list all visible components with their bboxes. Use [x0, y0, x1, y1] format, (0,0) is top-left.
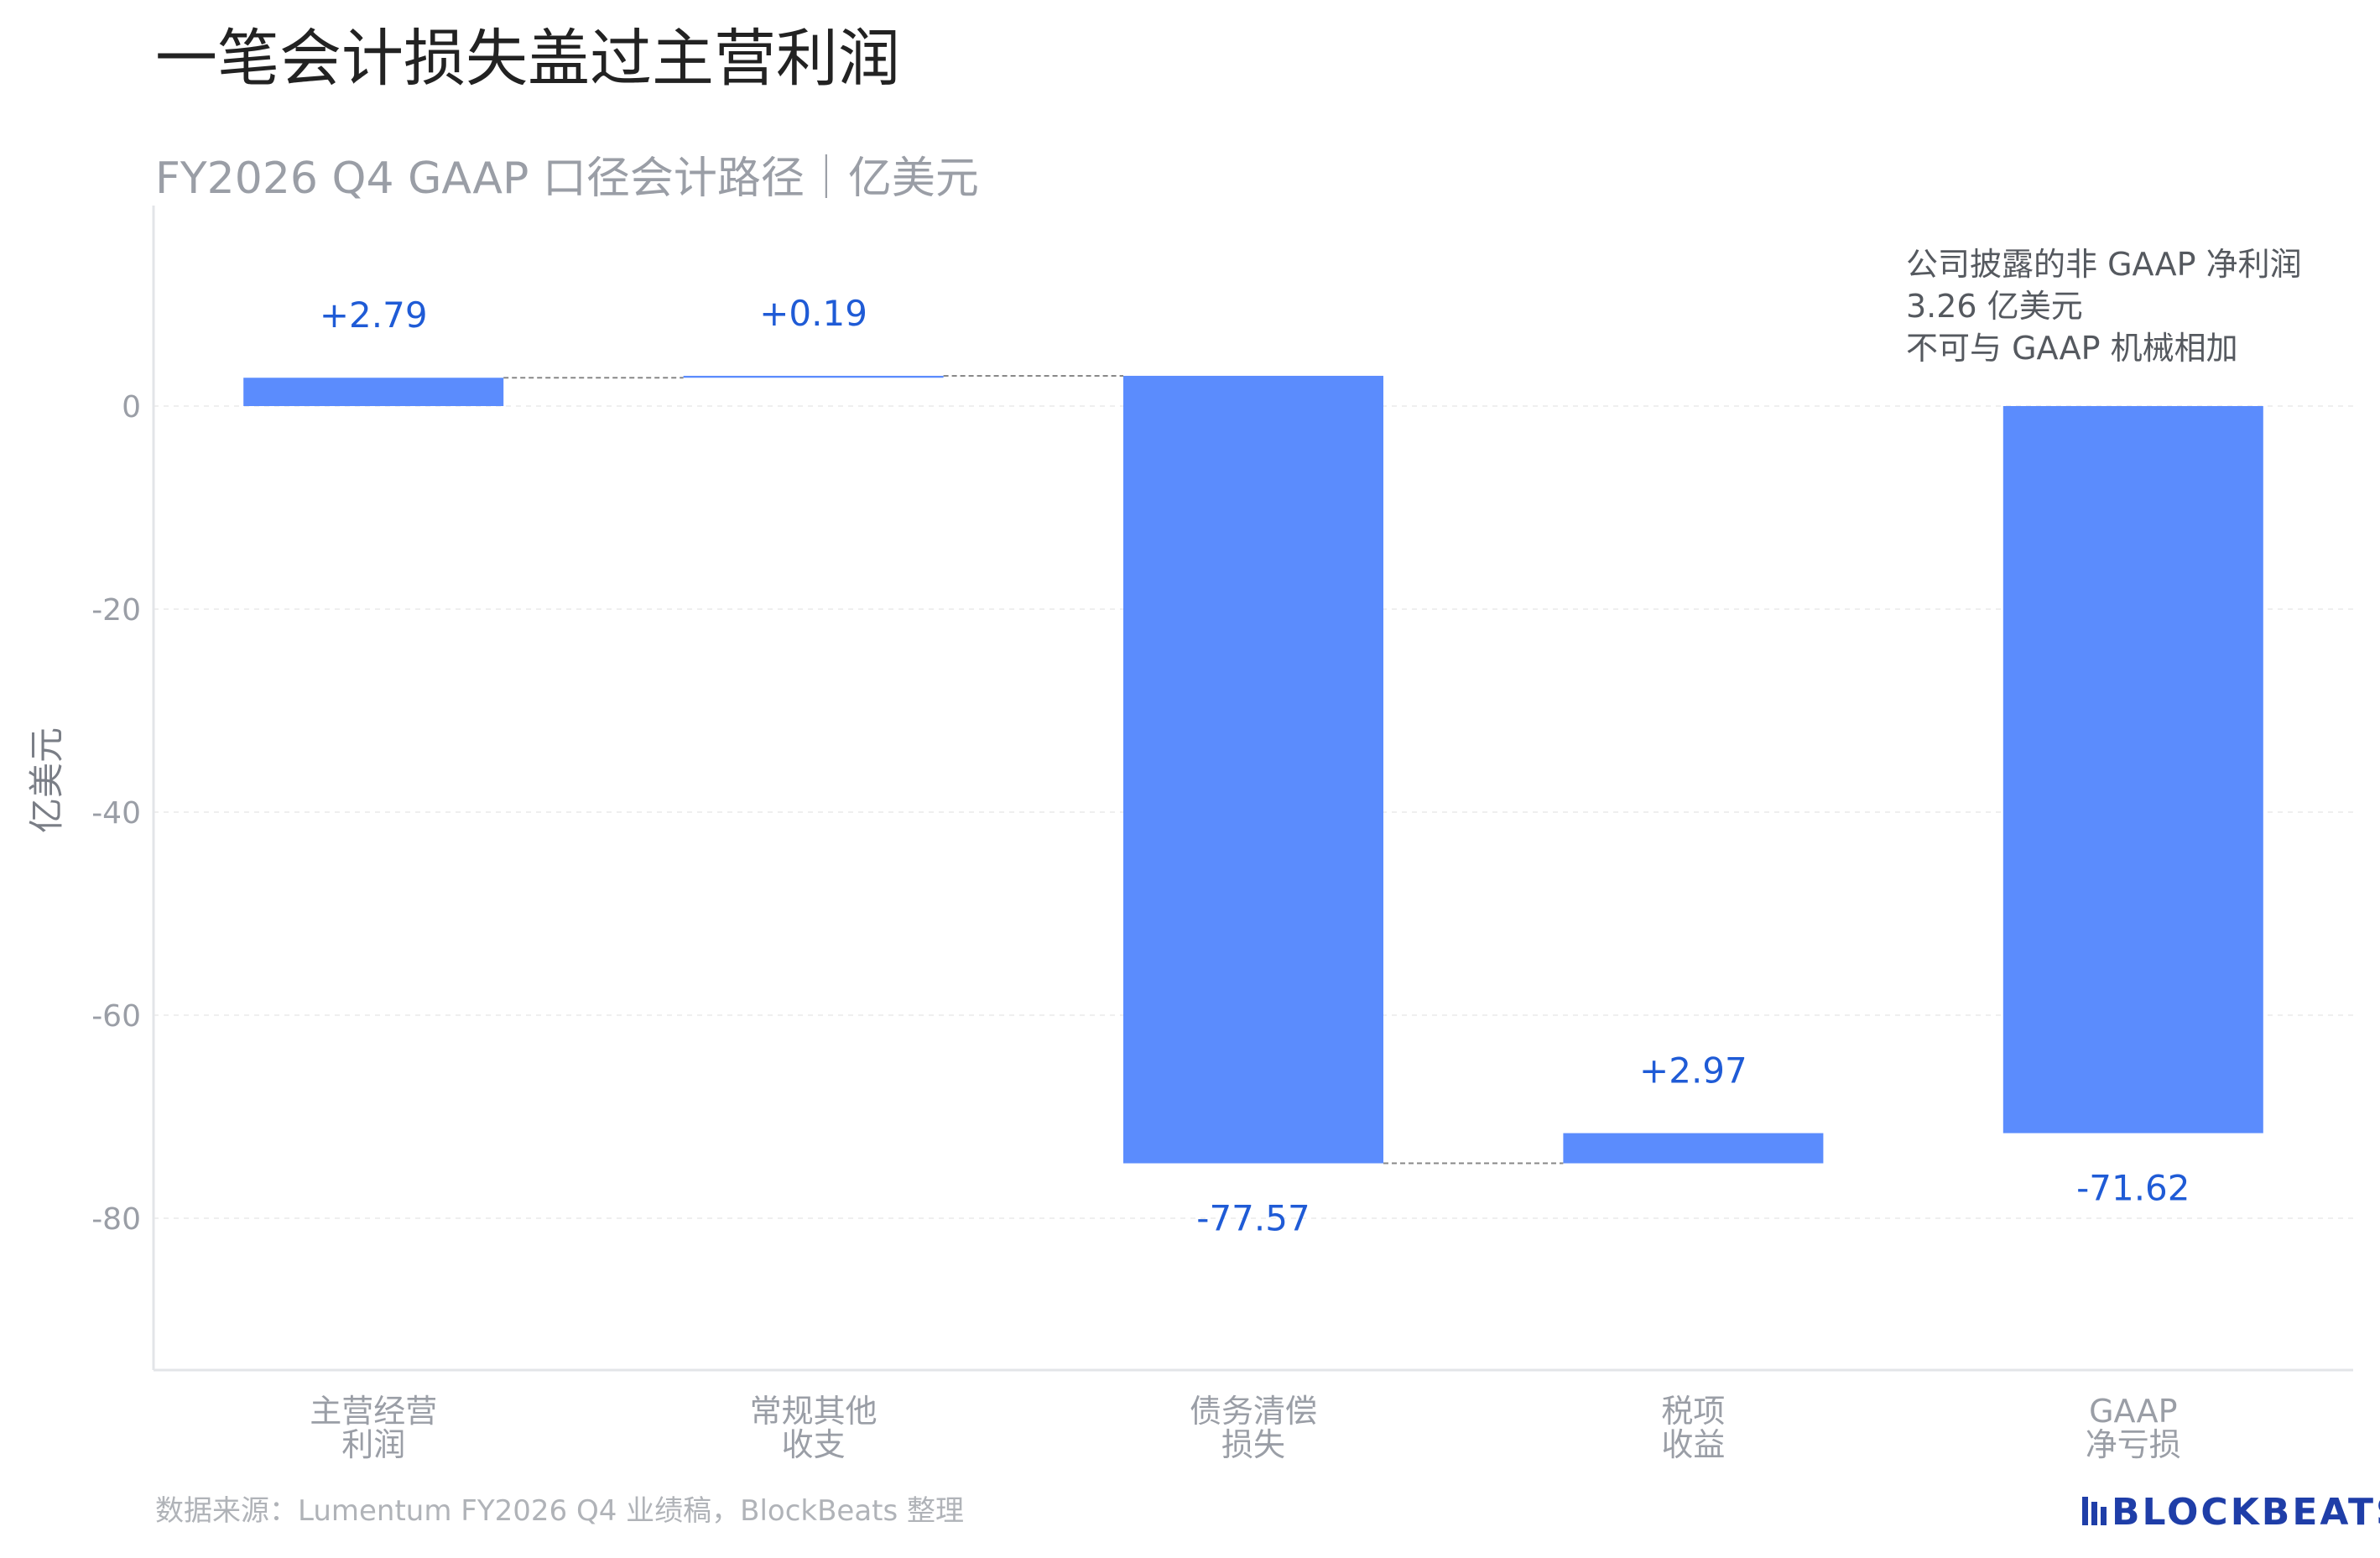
data-label-5: -71.62 [2076, 1168, 2190, 1209]
chart-title: 一笔会计损失盖过主营利润 [155, 23, 900, 95]
data-label-1: +2.79 [320, 294, 428, 336]
bar-4 [1563, 1133, 1824, 1164]
y-tick-label: -60 [91, 999, 141, 1034]
bars [243, 375, 2263, 1164]
chart-subtitle: FY2026 Q4 GAAP 口径会计路径｜亿美元 [155, 154, 979, 204]
x-tick-label: GAAP [2089, 1393, 2177, 1430]
x-tick-label: 主营经营 [310, 1393, 437, 1430]
y-tick-label: -20 [91, 593, 141, 628]
annotation-note: 公司披露的非 GAAP 净利润 3.26 亿美元 不可与 GAAP 机械相加 [1906, 246, 2302, 367]
y-tick-label: -80 [91, 1202, 141, 1237]
y-axis-label: 亿美元 [26, 727, 67, 833]
x-tick-label: 利润 [341, 1426, 405, 1463]
x-tick-label: 收益 [1661, 1426, 1725, 1463]
logo-mark-icon [2082, 1497, 2107, 1525]
annotation-line-3: 不可与 GAAP 机械相加 [1906, 330, 2238, 367]
y-tick-label: 0 [122, 390, 141, 425]
y-tick-label: -40 [91, 796, 141, 831]
x-tick-label: 税项 [1661, 1393, 1725, 1430]
data-label-4: +2.97 [1639, 1050, 1747, 1092]
annotation-line-2: 3.26 亿美元 [1906, 288, 2083, 325]
y-tick-labels: 0 -20 -40 -60 -80 [91, 390, 141, 1237]
connector-lines [503, 374, 1564, 1165]
source-note: 数据来源：Lumentum FY2026 Q4 业绩稿，BlockBeats 整… [155, 1494, 964, 1528]
x-tick-label: 净亏损 [2086, 1426, 2181, 1463]
bar-3 [1123, 375, 1383, 1164]
data-labels: +2.79 +0.19 -77.57 +2.97 -71.62 [320, 293, 2190, 1239]
bar-1 [243, 378, 504, 406]
blockbeats-logo: BLOCKBEATS [2082, 1491, 2380, 1534]
x-tick-label: 债务清偿 [1190, 1393, 1317, 1430]
bar-2 [683, 375, 944, 378]
x-tick-label: 损失 [1221, 1426, 1285, 1463]
annotation-line-1: 公司披露的非 GAAP 净利润 [1906, 246, 2302, 283]
x-tick-label: 收支 [782, 1426, 846, 1463]
data-label-2: +0.19 [759, 293, 867, 334]
data-label-3: -77.57 [1196, 1198, 1310, 1239]
bar-5 [2002, 406, 2263, 1133]
x-tick-label: 常规其他 [750, 1393, 878, 1430]
logo-text: BLOCKBEATS [2112, 1491, 2380, 1534]
